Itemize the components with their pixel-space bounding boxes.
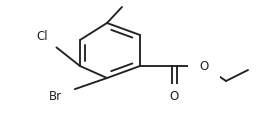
Text: O: O: [199, 59, 209, 72]
Text: Br: Br: [48, 90, 62, 103]
Text: O: O: [170, 90, 179, 103]
Text: Cl: Cl: [36, 30, 48, 43]
